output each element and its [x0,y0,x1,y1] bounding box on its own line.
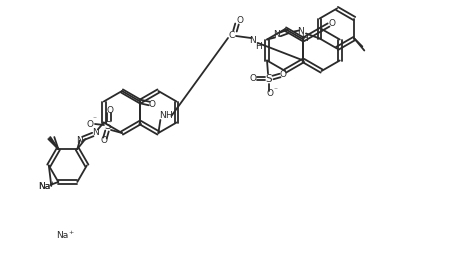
Text: N: N [92,128,99,137]
Text: O: O [266,89,273,98]
Text: +: + [68,230,73,234]
Text: N: N [249,36,256,45]
Text: O: O [86,120,93,128]
Text: N: N [273,30,280,39]
Text: H: H [301,34,308,43]
Text: +: + [50,182,55,186]
Text: N: N [297,27,303,36]
Text: O: O [249,74,256,83]
Text: H: H [255,41,262,50]
Text: O: O [148,100,155,109]
Text: O: O [236,15,243,25]
Text: S: S [105,121,111,131]
Text: H: H [165,111,172,120]
Text: N: N [76,136,83,145]
Text: C: C [228,30,235,40]
Text: ⁻: ⁻ [92,115,96,124]
Text: Na: Na [38,182,51,191]
Text: O: O [106,105,113,115]
Text: Na: Na [56,230,68,239]
Text: S: S [265,73,272,84]
Text: +: + [50,182,55,186]
Text: Na: Na [38,182,51,191]
Text: O: O [100,135,107,144]
Text: N: N [159,111,165,120]
Text: ⁻: ⁻ [273,85,276,94]
Text: O: O [279,70,286,79]
Text: O: O [327,18,334,28]
